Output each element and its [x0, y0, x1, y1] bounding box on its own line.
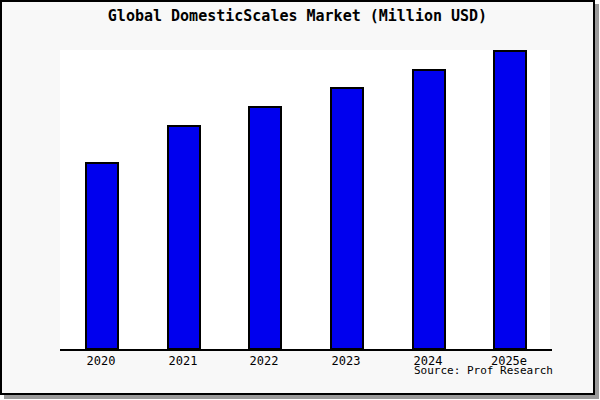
bar-2023 — [330, 87, 364, 350]
x-axis-label: 2020 — [66, 354, 136, 368]
x-axis-label: 2022 — [229, 354, 299, 368]
source-text: Source: Prof Research — [414, 364, 553, 377]
chart-title: Global DomesticScales Market (Million US… — [2, 7, 593, 25]
bar-2020 — [85, 162, 119, 350]
x-axis-label: 2023 — [311, 354, 381, 368]
plot-area — [60, 50, 550, 350]
x-axis-line — [60, 349, 552, 351]
bar-2022 — [248, 106, 282, 350]
bar-2021 — [167, 125, 201, 350]
bar-2024 — [412, 69, 446, 350]
x-axis-label: 2021 — [148, 354, 218, 368]
bar-2025e — [493, 50, 527, 350]
chart-frame: Global DomesticScales Market (Million US… — [0, 0, 595, 395]
